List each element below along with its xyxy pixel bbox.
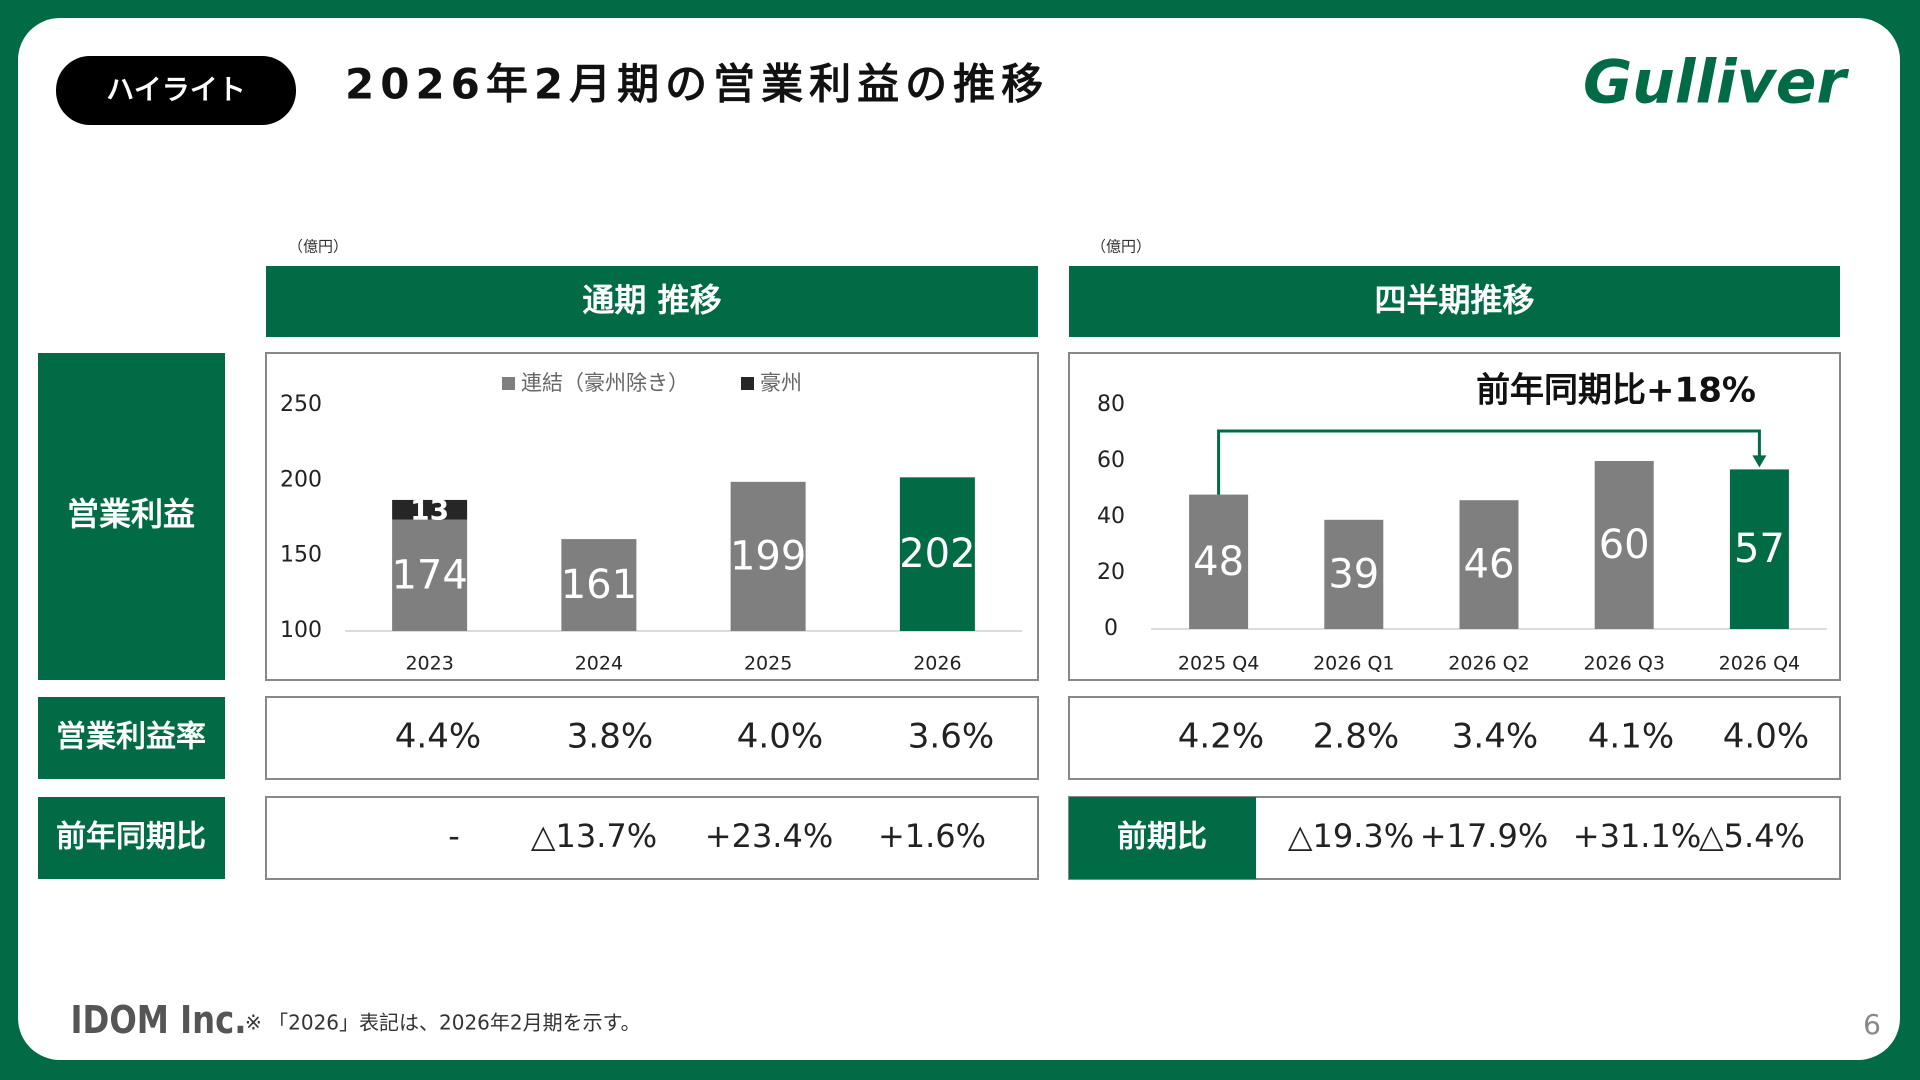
x-tick-label: 2026 Q3 <box>1583 653 1664 675</box>
table-cell: 4.4% <box>395 717 481 757</box>
bar-value-label: 39 <box>1328 551 1379 597</box>
bar-value-label: 48 <box>1193 539 1244 585</box>
table-cell: 2.8% <box>1313 717 1399 757</box>
table-cell: - <box>448 817 460 855</box>
x-tick-label: 2024 <box>575 653 623 675</box>
table-cell: +23.4% <box>705 817 833 855</box>
bar <box>392 519 468 631</box>
row-label-box <box>38 353 225 680</box>
y-tick-label: 60 <box>1097 448 1125 473</box>
row-label: 営業利益 <box>67 495 195 533</box>
table-cell: 4.0% <box>1723 717 1809 757</box>
badge-text: ハイライト <box>106 73 245 106</box>
bar-value-label: 202 <box>899 531 975 577</box>
bar <box>1324 519 1384 629</box>
y-tick-label: 80 <box>1097 392 1125 417</box>
y-tick-label: 150 <box>280 543 322 568</box>
page-number: 6 <box>1863 1008 1881 1041</box>
badge <box>56 56 296 125</box>
chart-title: 四半期推移 <box>1374 281 1534 319</box>
y-tick-label: 100 <box>280 618 322 643</box>
bar-value-label: 60 <box>1599 522 1650 568</box>
x-tick-label: 2026 Q4 <box>1719 653 1800 675</box>
table-box <box>1068 696 1841 780</box>
table-box <box>265 796 1039 880</box>
bar <box>561 539 637 631</box>
row-label-box <box>38 797 225 879</box>
slide-title: 2026年2月期の営業利益の推移 <box>345 60 1049 109</box>
table-cell: 3.4% <box>1452 717 1538 757</box>
table-cell: 4.1% <box>1588 717 1674 757</box>
chart-header <box>1069 266 1840 337</box>
logo: Gulliver <box>1583 48 1849 118</box>
y-tick-label: 250 <box>280 392 322 417</box>
plot-box <box>1068 352 1841 681</box>
bar-value-label: 13 <box>410 494 449 527</box>
table-cell: +31.1% <box>1573 817 1701 855</box>
annotation-arrow <box>1217 429 1761 495</box>
arrow-head <box>1752 455 1767 468</box>
sub-label: 前期比 <box>1117 820 1207 855</box>
bar <box>1459 500 1519 629</box>
bar-value-label: 57 <box>1734 526 1785 572</box>
x-tick-label: 2025 <box>744 653 792 675</box>
x-tick-label: 2023 <box>405 653 453 675</box>
bar <box>1594 461 1654 629</box>
sub-label-box <box>1069 797 1256 879</box>
bar-value-label: 161 <box>561 562 637 608</box>
bar <box>1729 469 1789 629</box>
bar <box>392 499 468 520</box>
bar <box>899 477 975 631</box>
bar-value-label: 46 <box>1464 542 1515 588</box>
table-cell: △13.7% <box>531 817 657 855</box>
bar-value-label: 199 <box>730 533 806 579</box>
bar <box>730 481 806 631</box>
legend-swatch <box>502 377 515 390</box>
y-tick-label: 0 <box>1104 616 1118 641</box>
company: IDOM Inc. <box>71 998 247 1042</box>
chart-header <box>266 266 1038 337</box>
table-cell: 4.2% <box>1178 717 1264 757</box>
row-label: 営業利益率 <box>56 720 206 755</box>
x-tick-label: 2026 Q2 <box>1448 653 1529 675</box>
x-tick-label: 2026 Q1 <box>1313 653 1394 675</box>
table-cell: 4.0% <box>737 717 823 757</box>
chart-title: 通期 推移 <box>582 281 721 319</box>
y-tick-label: 200 <box>280 467 322 492</box>
table-cell: +17.9% <box>1420 817 1548 855</box>
y-tick-label: 40 <box>1097 504 1125 529</box>
table-cell: 3.8% <box>567 717 653 757</box>
x-tick-label: 2025 Q4 <box>1178 653 1259 675</box>
table-box <box>265 696 1039 780</box>
legend-label: 連結（豪州除き） <box>521 371 689 395</box>
y-tick-label: 20 <box>1097 560 1125 585</box>
row-label: 前年同期比 <box>56 820 206 855</box>
table-cell: △19.3% <box>1288 817 1414 855</box>
legend-label: 豪州 <box>760 371 802 395</box>
table-cell: △5.4% <box>1699 817 1805 855</box>
plot-box <box>265 352 1039 681</box>
x-tick-label: 2026 <box>913 653 961 675</box>
table-cell: 3.6% <box>908 717 994 757</box>
unit-label: （億円） <box>288 238 348 256</box>
footnote: ※ 「2026」表記は、2026年2月期を示す。 <box>245 1011 641 1035</box>
table-cell: +1.6% <box>878 817 986 855</box>
legend-swatch <box>741 377 754 390</box>
unit-label: （億円） <box>1091 238 1151 256</box>
row-label-box <box>38 697 225 779</box>
bar-value-label: 174 <box>391 552 467 598</box>
bar <box>1189 494 1249 629</box>
annotation: 前年同期比+18% <box>1476 371 1756 411</box>
